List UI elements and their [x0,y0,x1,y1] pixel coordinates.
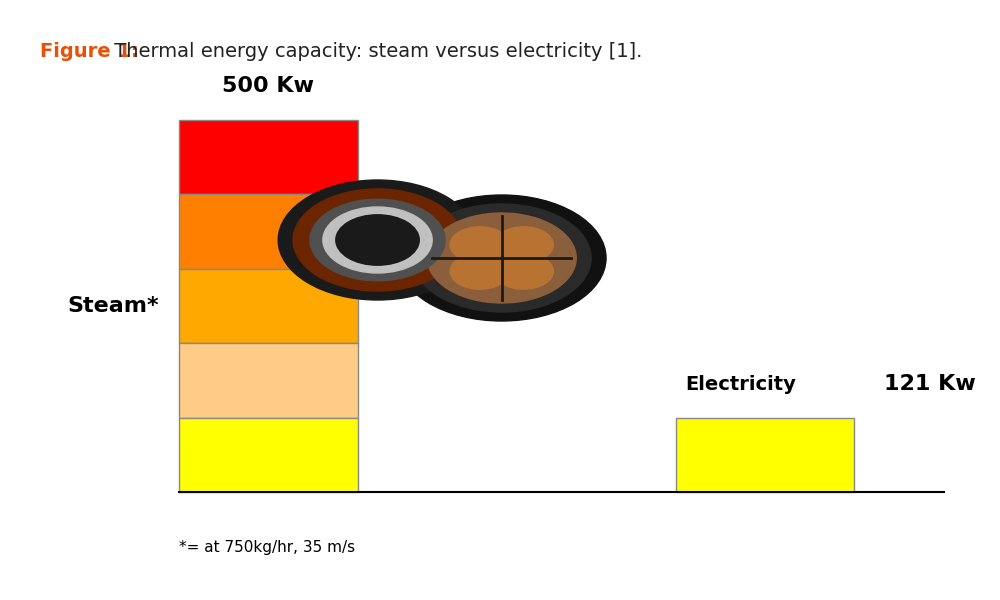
Circle shape [450,227,510,263]
Circle shape [450,253,510,289]
FancyBboxPatch shape [676,418,854,492]
Text: Thermal energy capacity: steam versus electricity [1].: Thermal energy capacity: steam versus el… [108,42,642,61]
Circle shape [427,213,576,303]
Circle shape [494,227,553,263]
Text: Steam*: Steam* [67,296,159,316]
Text: Figure 1:: Figure 1: [40,42,139,61]
FancyBboxPatch shape [179,120,358,194]
Circle shape [323,207,432,273]
Text: 121 Kw: 121 Kw [884,374,976,394]
Circle shape [293,189,462,291]
Circle shape [336,215,419,265]
FancyBboxPatch shape [179,194,358,269]
FancyBboxPatch shape [179,343,358,418]
Circle shape [310,199,445,281]
FancyBboxPatch shape [179,269,358,343]
FancyBboxPatch shape [179,418,358,492]
Text: 500 Kw: 500 Kw [222,76,314,96]
Text: *= at 750kg/hr, 35 m/s: *= at 750kg/hr, 35 m/s [179,540,355,555]
Circle shape [412,204,591,312]
Circle shape [397,195,606,321]
Circle shape [494,253,553,289]
Text: Electricity: Electricity [686,374,796,394]
Circle shape [278,180,477,300]
